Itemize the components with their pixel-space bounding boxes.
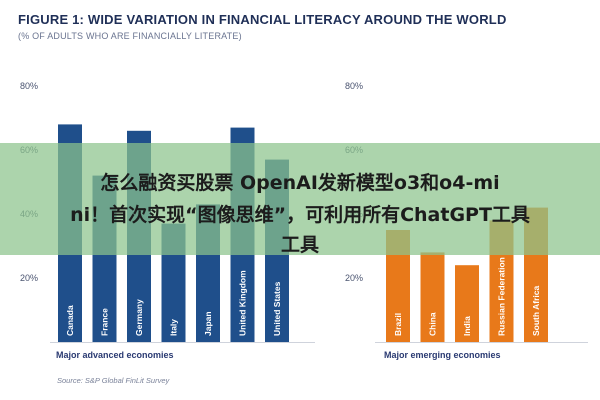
category-label: United Kingdom <box>238 270 248 336</box>
category-label: Canada <box>65 305 75 336</box>
chart-subtitle: (% OF ADULTS WHO ARE FINANCIALLY LITERAT… <box>18 31 242 41</box>
chart-title: FIGURE 1: WIDE VARIATION IN FINANCIAL LI… <box>18 12 507 27</box>
category-label: China <box>428 312 438 336</box>
category-label: Brazil <box>393 313 403 336</box>
group-label: Major emerging economies <box>384 350 501 360</box>
overlay-banner <box>0 143 600 255</box>
y-tick-label: 80% <box>20 81 38 91</box>
category-label: United States <box>272 281 282 336</box>
category-label: France <box>100 308 110 336</box>
bar <box>455 265 479 342</box>
category-label: India <box>462 316 472 336</box>
overlay-text-line-1[interactable]: 怎么融资买股票 OpenAI发新模型o3和o4-mi <box>100 172 500 194</box>
category-label: Germany <box>134 299 144 336</box>
overlay-text-line-3[interactable]: 工具 <box>280 234 319 256</box>
category-label: South Africa <box>531 286 541 336</box>
bar <box>420 252 445 342</box>
y-tick-label: 20% <box>20 273 38 283</box>
y-tick-label: 20% <box>345 273 363 283</box>
y-tick-label: 80% <box>345 81 363 91</box>
group-label: Major advanced economies <box>56 350 174 360</box>
category-label: Italy <box>169 319 179 336</box>
category-label: Japan <box>203 311 213 336</box>
overlay-text-line-2[interactable]: ni！首次实现“图像思维”，可利用所有ChatGPT工具 <box>70 204 530 226</box>
chart-source: Source: S&P Global FinLit Survey <box>57 376 170 385</box>
category-label: Russian Federation <box>497 257 507 336</box>
